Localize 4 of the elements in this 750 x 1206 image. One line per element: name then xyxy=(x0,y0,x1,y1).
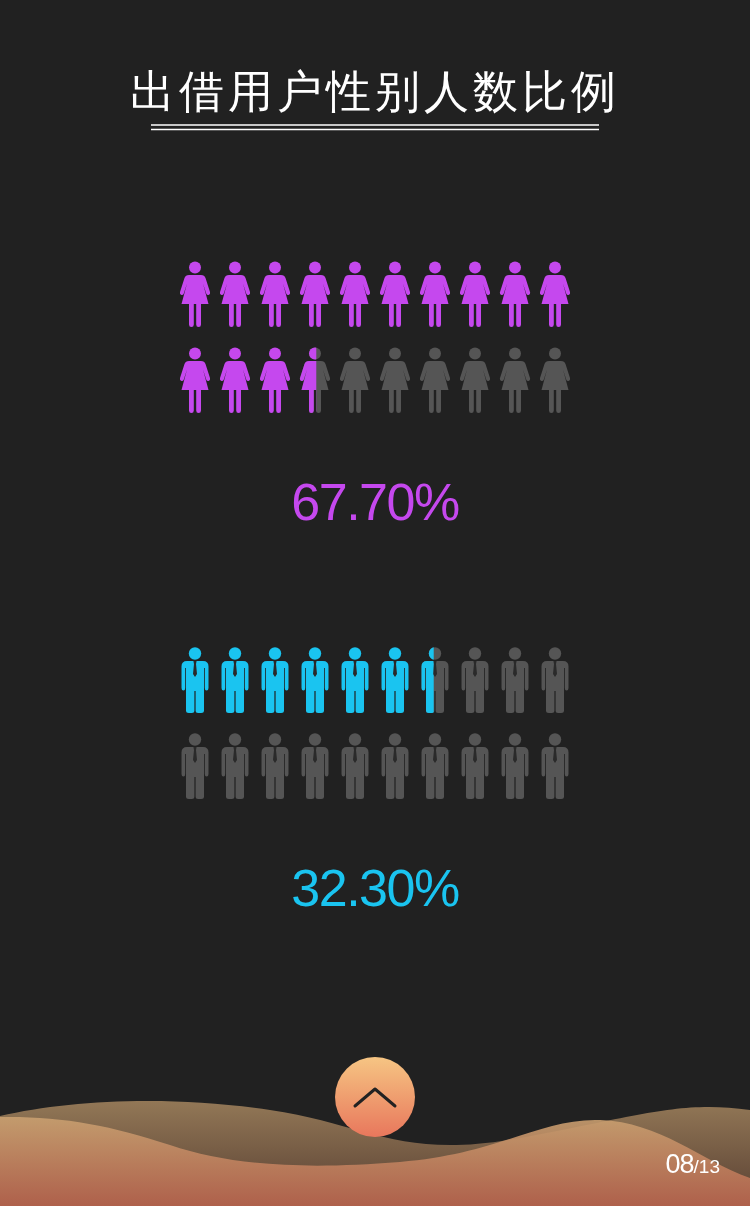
data-label: 32.30% xyxy=(291,859,459,917)
data-label: 67.70% xyxy=(291,473,459,531)
text: 08/13 xyxy=(665,1149,720,1179)
text: 出借用户性别人数比例 xyxy=(130,66,620,117)
